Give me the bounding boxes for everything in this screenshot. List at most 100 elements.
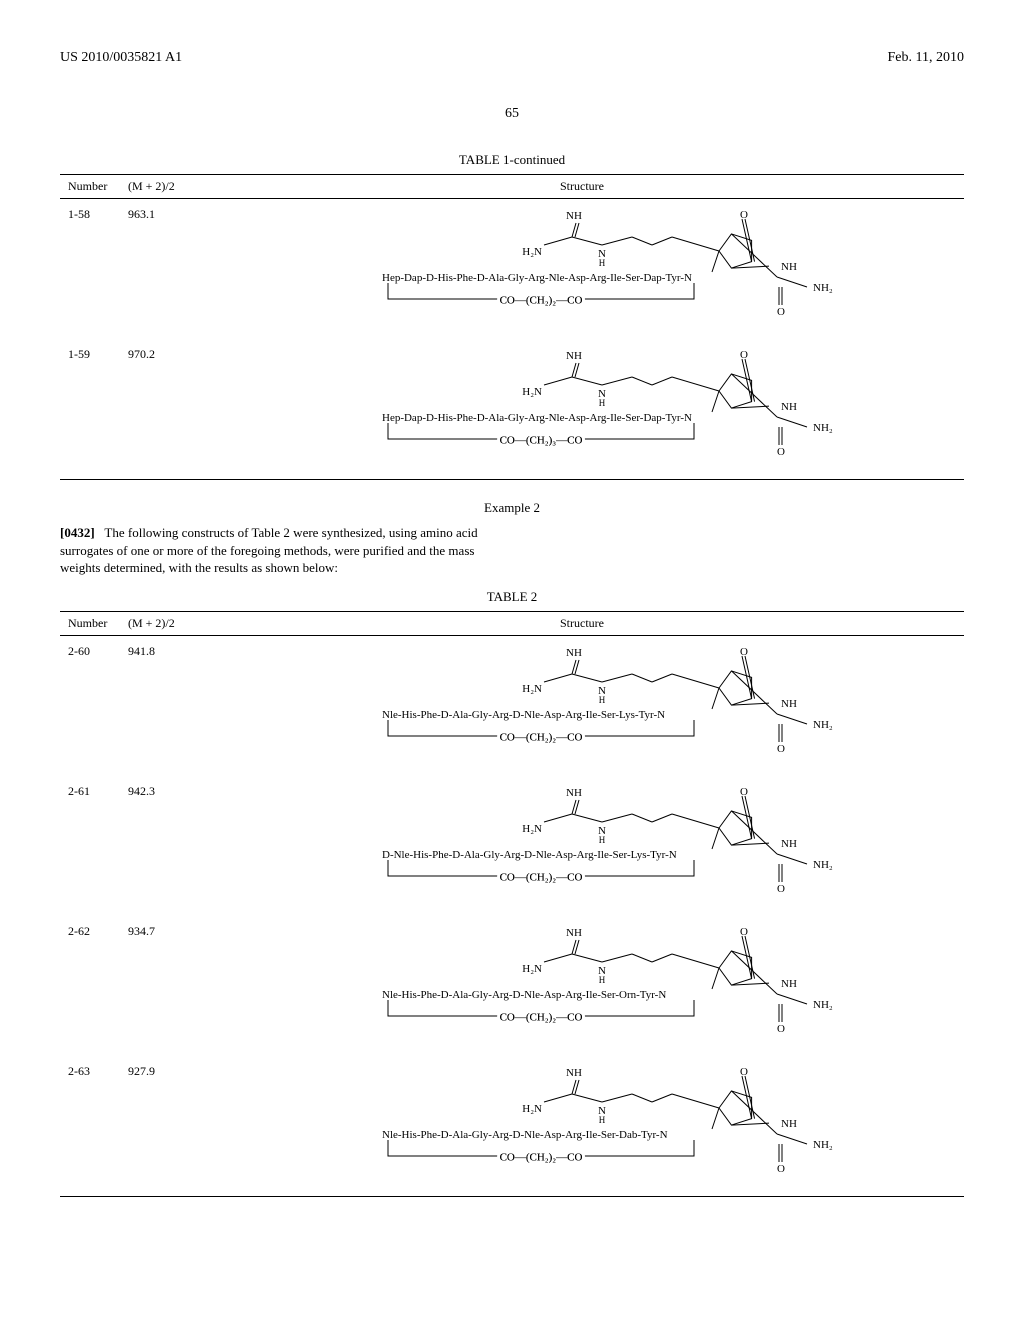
row-number: 2-63 [60, 1056, 120, 1197]
document-header: US 2010/0035821 A1 Feb. 11, 2010 [60, 50, 964, 66]
svg-text:H: H [599, 398, 606, 408]
table2: Number (M + 2)/2 Structure 2-60941.8 [60, 611, 964, 1197]
svg-text:H₂N: H₂N [522, 823, 542, 835]
svg-text:H₂N: H₂N [522, 1103, 542, 1115]
svg-text:O: O [740, 349, 748, 361]
svg-text:CO—(CH₂)₂—CO: CO—(CH₂)₂—CO [500, 871, 583, 883]
row-structure: NH H₂N N H O NH NH₂ O Hep-Dap-D-His-Phe-… [200, 339, 964, 480]
row-structure: NH H₂N N H O NH NH₂ O Nle-His-Phe-D-Ala-… [200, 916, 964, 1056]
svg-text:NH: NH [566, 350, 582, 362]
svg-text:O: O [777, 883, 785, 895]
svg-text:O: O [777, 743, 785, 755]
row-mass: 963.1 [120, 199, 200, 340]
svg-text:NH: NH [566, 210, 582, 222]
patent-number: US 2010/0035821 A1 [60, 50, 182, 66]
svg-text:NH₂: NH₂ [813, 422, 833, 434]
document-date: Feb. 11, 2010 [888, 50, 964, 66]
svg-text:CO—(CH₂)₃—CO: CO—(CH₂)₃—CO [500, 435, 583, 447]
table1-col-mass: (M + 2)/2 [120, 175, 200, 199]
table-row: 2-62934.7 NH H₂N N H O NH N [60, 916, 964, 1056]
table-row: 2-63927.9 NH H₂N N H O NH N [60, 1056, 964, 1197]
row-structure: NH H₂N N H O NH NH₂ O Hep-Dap-D-His-Phe-… [200, 199, 964, 340]
svg-text:O: O [777, 446, 785, 458]
table2-header-row: Number (M + 2)/2 Structure [60, 611, 964, 635]
svg-text:O: O [740, 1066, 748, 1078]
table1-header-row: Number (M + 2)/2 Structure [60, 175, 964, 199]
table2-title: TABLE 2 [60, 589, 964, 605]
row-mass: 934.7 [120, 916, 200, 1056]
svg-text:NH: NH [781, 261, 797, 273]
row-number: 1-58 [60, 199, 120, 340]
chemical-structure: NH H₂N N H O NH NH₂ O Nle-His-Phe-D-Ala-… [282, 924, 882, 1044]
svg-text:NH: NH [781, 401, 797, 413]
chemical-structure: NH H₂N N H O NH NH₂ O D-Nle-His-Phe-D-Al… [282, 784, 882, 904]
row-number: 1-59 [60, 339, 120, 480]
table1-col-number: Number [60, 175, 120, 199]
svg-text:Nle-His-Phe-D-Ala-Gly-Arg-D-Nl: Nle-His-Phe-D-Ala-Gly-Arg-D-Nle-Asp-Arg-… [382, 989, 666, 1001]
svg-text:Nle-His-Phe-D-Ala-Gly-Arg-D-Nl: Nle-His-Phe-D-Ala-Gly-Arg-D-Nle-Asp-Arg-… [382, 709, 665, 721]
table1: Number (M + 2)/2 Structure 1-58963.1 [60, 174, 964, 480]
table1-col-structure: Structure [200, 175, 964, 199]
svg-text:NH₂: NH₂ [813, 282, 833, 294]
table1-title: TABLE 1-continued [60, 152, 964, 168]
table-row: 1-59970.2 NH H₂N N H O NH N [60, 339, 964, 480]
svg-text:Hep-Dap-D-His-Phe-D-Ala-Gly-Ar: Hep-Dap-D-His-Phe-D-Ala-Gly-Arg-Nle-Asp-… [382, 412, 692, 424]
chemical-structure: NH H₂N N H O NH NH₂ O Hep-Dap-D-His-Phe-… [282, 347, 882, 467]
svg-text:O: O [740, 926, 748, 938]
svg-text:O: O [777, 1163, 785, 1175]
row-mass: 927.9 [120, 1056, 200, 1197]
row-mass: 941.8 [120, 635, 200, 776]
table-row: 1-58963.1 NH H₂N N H O NH N [60, 199, 964, 340]
page-number: 65 [60, 106, 964, 122]
svg-text:NH: NH [566, 927, 582, 939]
row-structure: NH H₂N N H O NH NH₂ O Nle-His-Phe-D-Ala-… [200, 1056, 964, 1197]
svg-text:NH: NH [566, 647, 582, 659]
svg-text:O: O [740, 209, 748, 221]
chemical-structure: NH H₂N N H O NH NH₂ O Hep-Dap-D-His-Phe-… [282, 207, 882, 327]
table-row: 2-60941.8 NH H₂N N H O NH N [60, 635, 964, 776]
table2-col-number: Number [60, 611, 120, 635]
svg-text:NH₂: NH₂ [813, 999, 833, 1011]
table2-col-structure: Structure [200, 611, 964, 635]
row-number: 2-60 [60, 635, 120, 776]
svg-text:NH: NH [781, 1118, 797, 1130]
svg-text:H: H [599, 835, 606, 845]
svg-text:NH: NH [781, 698, 797, 710]
svg-text:Nle-His-Phe-D-Ala-Gly-Arg-D-Nl: Nle-His-Phe-D-Ala-Gly-Arg-D-Nle-Asp-Arg-… [382, 1129, 668, 1141]
svg-text:NH₂: NH₂ [813, 719, 833, 731]
svg-text:H: H [599, 975, 606, 985]
svg-text:H₂N: H₂N [522, 386, 542, 398]
row-number: 2-62 [60, 916, 120, 1056]
svg-text:O: O [740, 786, 748, 798]
svg-text:CO—(CH₂)₂—CO: CO—(CH₂)₂—CO [500, 295, 583, 307]
svg-text:NH₂: NH₂ [813, 859, 833, 871]
svg-text:D-Nle-His-Phe-D-Ala-Gly-Arg-D-: D-Nle-His-Phe-D-Ala-Gly-Arg-D-Nle-Asp-Ar… [382, 849, 677, 861]
example2-paragraph: [0432] The following constructs of Table… [60, 524, 500, 577]
svg-text:NH: NH [781, 978, 797, 990]
svg-text:NH: NH [566, 787, 582, 799]
chemical-structure: NH H₂N N H O NH NH₂ O Nle-His-Phe-D-Ala-… [282, 1064, 882, 1184]
row-structure: NH H₂N N H O NH NH₂ O Nle-His-Phe-D-Ala-… [200, 635, 964, 776]
svg-text:O: O [740, 646, 748, 658]
svg-text:H₂N: H₂N [522, 963, 542, 975]
table2-col-mass: (M + 2)/2 [120, 611, 200, 635]
svg-text:O: O [777, 1023, 785, 1035]
svg-text:NH₂: NH₂ [813, 1139, 833, 1151]
row-mass: 970.2 [120, 339, 200, 480]
row-number: 2-61 [60, 776, 120, 916]
row-structure: NH H₂N N H O NH NH₂ O D-Nle-His-Phe-D-Al… [200, 776, 964, 916]
svg-text:H₂N: H₂N [522, 683, 542, 695]
svg-text:H: H [599, 258, 606, 268]
example2-heading: Example 2 [60, 500, 964, 516]
svg-text:Hep-Dap-D-His-Phe-D-Ala-Gly-Ar: Hep-Dap-D-His-Phe-D-Ala-Gly-Arg-Nle-Asp-… [382, 272, 692, 284]
svg-text:O: O [777, 306, 785, 318]
svg-text:H: H [599, 695, 606, 705]
svg-text:H: H [599, 1115, 606, 1125]
svg-text:H₂N: H₂N [522, 246, 542, 258]
paragraph-number: [0432] [60, 525, 95, 540]
example2-text: The following constructs of Table 2 were… [60, 525, 478, 575]
svg-text:NH: NH [566, 1067, 582, 1079]
svg-text:NH: NH [781, 838, 797, 850]
table-row: 2-61942.3 NH H₂N N H O NH N [60, 776, 964, 916]
svg-text:CO—(CH₂)₂—CO: CO—(CH₂)₂—CO [500, 731, 583, 743]
